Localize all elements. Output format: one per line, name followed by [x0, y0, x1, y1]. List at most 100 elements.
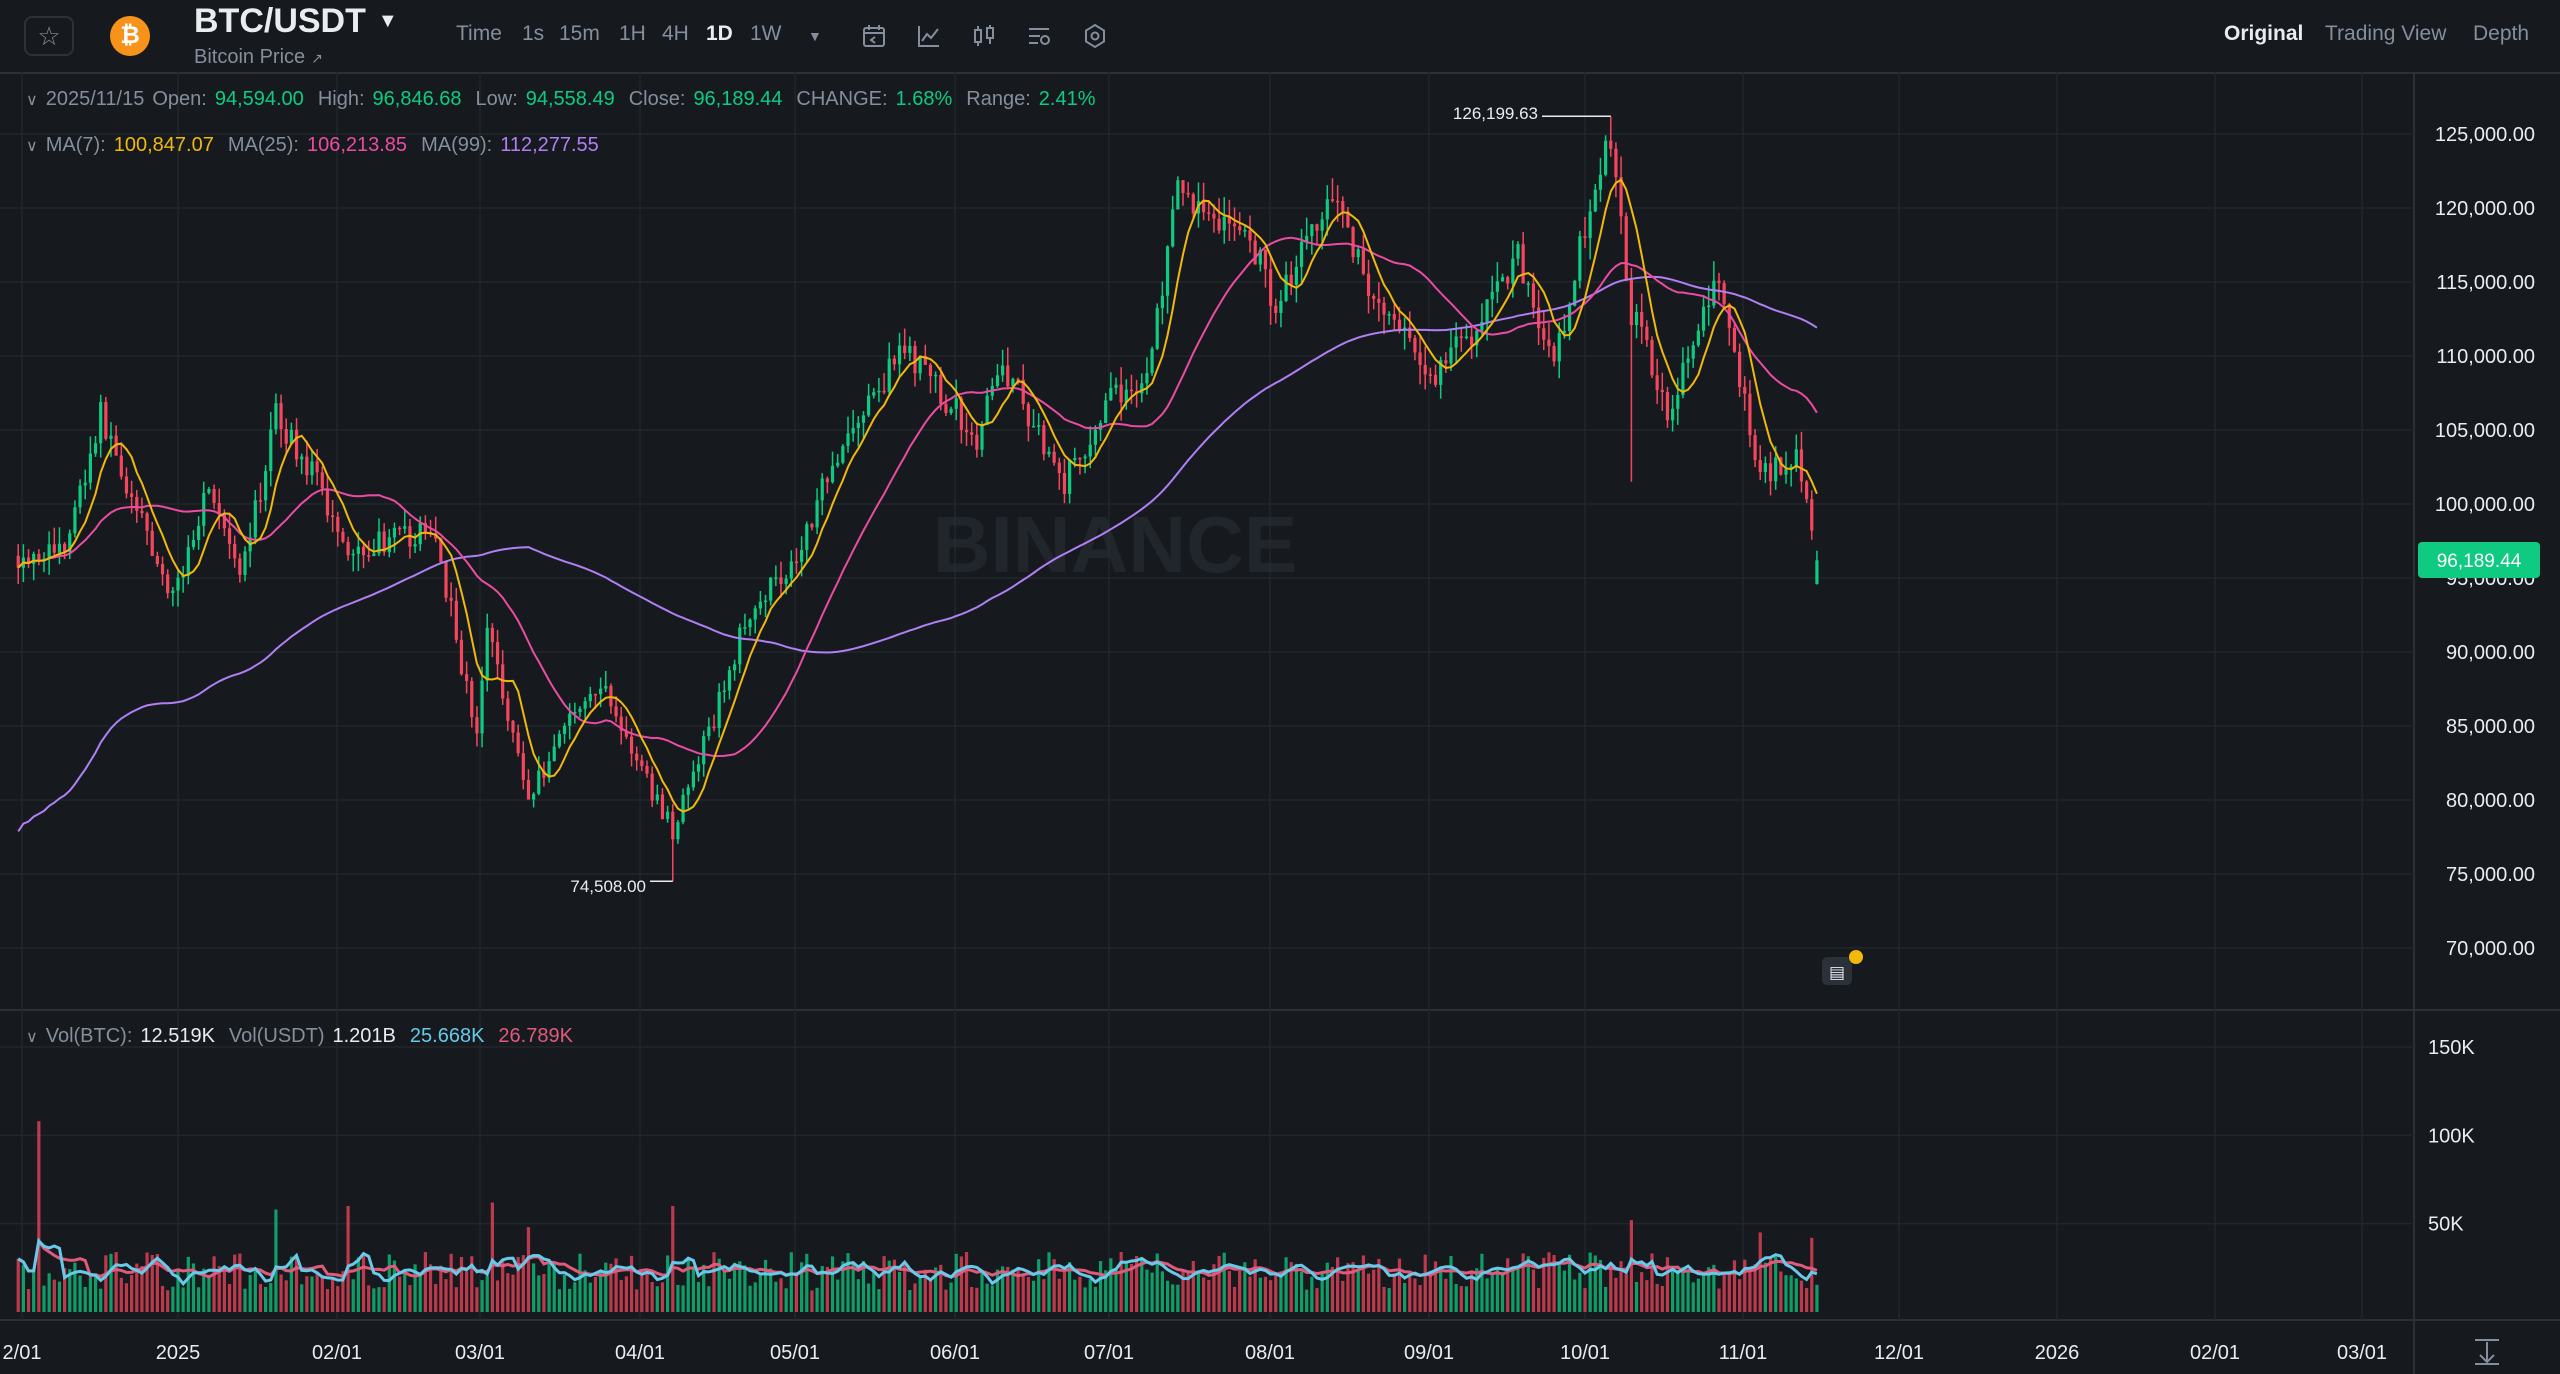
candle-body [619, 716, 623, 731]
candle-body [578, 708, 582, 713]
volume-bar [629, 1255, 634, 1312]
candle-body [882, 390, 886, 393]
collapse-chevron-icon[interactable]: ∨ [26, 137, 38, 155]
candle-body [93, 443, 98, 454]
hexagon-settings-icon[interactable] [1077, 18, 1113, 54]
volume-bar [877, 1289, 881, 1312]
symbol-selector[interactable]: BTC/USDT ▼ [194, 2, 398, 41]
candle-body [392, 527, 397, 538]
candle-body [954, 398, 958, 409]
candle-body [145, 513, 149, 531]
volume-bar [820, 1265, 824, 1312]
volume-bar [372, 1288, 376, 1312]
candle-body [506, 698, 510, 721]
volume-bar [1047, 1252, 1051, 1312]
ma99-line [17, 275, 1818, 832]
volume-bar [269, 1283, 273, 1312]
candle-body [887, 358, 891, 392]
collapse-chevron-icon[interactable]: ∨ [26, 91, 38, 109]
candle-body [294, 429, 299, 460]
volume-bar [1598, 1259, 1603, 1312]
volume-bar [1640, 1272, 1644, 1312]
volume-bar [1248, 1276, 1252, 1312]
volume-bar [1016, 1269, 1020, 1312]
tab-trading-view[interactable]: Trading View [2325, 22, 2447, 45]
candle-body [1470, 336, 1474, 346]
candle-body [1640, 312, 1644, 327]
candle-body [1031, 426, 1036, 428]
candle-body [1511, 258, 1515, 284]
tab-original[interactable]: Original [2224, 22, 2304, 45]
symbol-subtitle-link[interactable]: Bitcoin Price ↗ [194, 46, 323, 69]
interval-1s[interactable]: 1s [522, 22, 545, 45]
interval-time[interactable]: Time [456, 22, 502, 45]
volume-bar [1418, 1285, 1422, 1312]
candle-body [820, 478, 824, 501]
volume-bar [1537, 1288, 1541, 1312]
interval-4h[interactable]: 4H [662, 22, 689, 45]
scroll-to-latest-button[interactable] [2475, 1339, 2499, 1365]
candle-body [1428, 374, 1432, 376]
interval-15m[interactable]: 15m [559, 22, 600, 45]
candle-body [32, 553, 36, 564]
candle-body [1057, 462, 1061, 474]
candle-body [305, 456, 309, 476]
collapse-chevron-icon[interactable]: ∨ [26, 1028, 38, 1046]
time-tick-label: 2026 [2035, 1342, 2080, 1364]
candle-body [624, 730, 628, 737]
volume-bar [1392, 1273, 1396, 1312]
volume-bar [769, 1268, 773, 1312]
volume-bar [599, 1271, 603, 1312]
ma99-value: 112,277.55 [500, 134, 599, 156]
volume-bar [1135, 1255, 1139, 1312]
volume-bar [1774, 1256, 1778, 1312]
tab-depth[interactable]: Depth [2473, 22, 2530, 45]
calendar-icon[interactable] [856, 18, 892, 54]
candle-body [26, 557, 31, 564]
volume-bar [1109, 1258, 1113, 1312]
candle-body [403, 526, 407, 529]
volume-bar [1557, 1262, 1561, 1312]
candle-body [1578, 236, 1582, 281]
candle-body [542, 770, 546, 778]
volume-bar [222, 1267, 226, 1312]
candle-body [691, 771, 695, 788]
indicator-icon[interactable] [911, 18, 947, 54]
candle-body [1387, 314, 1391, 316]
candle-body [1459, 336, 1463, 338]
interval-more-dropdown-icon[interactable]: ▼ [808, 28, 822, 44]
price-chart[interactable]: BINANCE 126,199.63 74,508.00 125,000.001… [0, 72, 2560, 1374]
candle-type-icon[interactable] [966, 18, 1002, 54]
volume-bar [619, 1280, 623, 1312]
subtitle-label: Bitcoin Price [194, 46, 306, 68]
volume-bar [645, 1270, 649, 1312]
interval-1w[interactable]: 1W [750, 22, 782, 45]
interval-1h[interactable]: 1H [619, 22, 646, 45]
candle-body [475, 717, 479, 734]
volume-bar [753, 1282, 757, 1312]
candle-body [1758, 460, 1762, 473]
volume-bar [78, 1275, 82, 1312]
candle-body [1263, 249, 1268, 270]
interval-1d[interactable]: 1D [706, 22, 733, 45]
candle-body [825, 478, 829, 483]
candle-body [1310, 224, 1314, 237]
caret-down-icon: ▼ [377, 10, 398, 32]
candle-body [892, 358, 896, 365]
volume-bar [1269, 1280, 1273, 1312]
volume-bar [526, 1227, 531, 1312]
volume-bar [990, 1285, 994, 1312]
volume-bar [1583, 1288, 1587, 1312]
volume-bar [367, 1285, 371, 1312]
candle-body [1042, 425, 1046, 455]
event-marker[interactable]: ▤ [1822, 950, 1863, 985]
favorite-star-button[interactable]: ☆ [24, 16, 74, 56]
settings-layout-icon[interactable] [1021, 18, 1057, 54]
candle-body [490, 627, 494, 643]
volume-bar [181, 1287, 185, 1312]
candle-body [1171, 209, 1175, 247]
candle-body [774, 577, 778, 579]
volume-bar [1001, 1266, 1005, 1312]
volume-bar [1361, 1255, 1365, 1312]
candle-body [1361, 249, 1365, 274]
